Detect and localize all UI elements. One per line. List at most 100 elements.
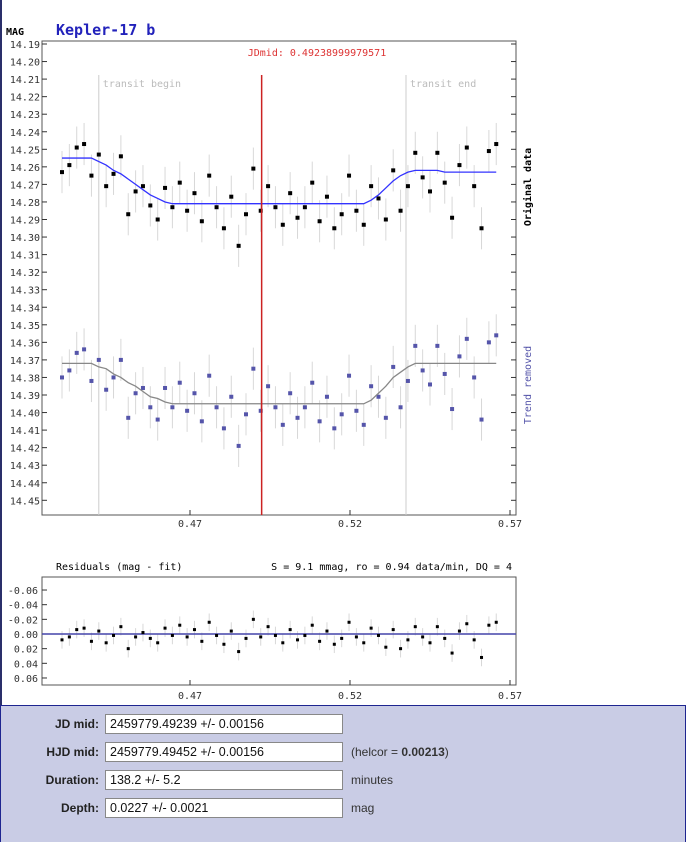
residual-point xyxy=(104,641,108,645)
original-data-point xyxy=(258,208,263,213)
original-data-point xyxy=(494,142,499,147)
original-data-point xyxy=(273,205,278,210)
trend-removed-point xyxy=(280,422,285,427)
y-tick-label: 14.38 xyxy=(10,373,40,384)
y-tick-label: 14.29 xyxy=(10,216,40,227)
original-data-point xyxy=(354,208,359,213)
original-data-point xyxy=(140,184,145,189)
y-tick-label: 14.20 xyxy=(10,58,40,69)
residual-point xyxy=(163,626,167,630)
residual-point xyxy=(310,623,314,627)
res-y-tick-label: 0.00 xyxy=(14,630,38,641)
y-tick-label: 14.28 xyxy=(10,198,40,209)
trend-removed-point xyxy=(354,408,359,413)
residual-point xyxy=(141,631,145,635)
y-tick-label: 14.43 xyxy=(10,461,40,472)
residual-point xyxy=(134,635,138,639)
trend-removed-point xyxy=(391,364,396,369)
residual-point xyxy=(237,650,241,654)
x-tick-label: 0.57 xyxy=(498,519,522,530)
trend-removed-point xyxy=(324,394,329,399)
transit-begin-label: transit begin xyxy=(103,79,181,90)
trend-removed-point xyxy=(214,405,219,410)
residual-point xyxy=(207,620,211,624)
helcor-value: 0.00213 xyxy=(401,745,445,759)
trend-removed-fit-curve xyxy=(62,362,497,405)
duration-unit: minutes xyxy=(351,773,394,787)
y-tick-label: 14.25 xyxy=(10,145,40,156)
hjd-mid-row: HJD mid: (helcor = 0.00213) xyxy=(1,741,449,763)
y-tick-label: 14.24 xyxy=(10,128,40,139)
residual-point xyxy=(318,639,322,643)
original-data-point xyxy=(295,215,300,220)
trend-removed-point xyxy=(464,336,469,341)
original-data-point xyxy=(229,194,234,199)
hjd-mid-field[interactable] xyxy=(105,742,343,762)
residual-point xyxy=(156,641,160,645)
original-data-point xyxy=(435,150,440,155)
original-data-point xyxy=(170,205,175,210)
residual-point xyxy=(89,639,93,643)
res-y-tick-label: -0.04 xyxy=(8,601,38,612)
residual-point xyxy=(229,629,233,633)
chart-title: Kepler-17 b xyxy=(56,21,155,39)
trend-removed-point xyxy=(442,371,447,376)
original-data-point xyxy=(317,219,322,224)
original-data-point xyxy=(126,212,131,217)
y-tick-label: 14.23 xyxy=(10,110,40,121)
residual-point xyxy=(443,636,447,640)
depth-row: Depth: mag xyxy=(1,797,374,819)
original-data-point xyxy=(155,217,160,222)
y-tick-label: 14.35 xyxy=(10,321,40,332)
original-data-point xyxy=(280,222,285,227)
original-data-point xyxy=(236,243,241,248)
x-tick-label: 0.47 xyxy=(178,519,202,530)
duration-field[interactable] xyxy=(105,770,343,790)
y-tick-label: 14.19 xyxy=(10,40,40,51)
original-data-point xyxy=(324,194,329,199)
residual-point xyxy=(185,635,189,639)
original-data-point xyxy=(310,180,315,185)
original-data-point xyxy=(391,168,396,173)
original-data-point xyxy=(369,184,374,189)
original-data-point xyxy=(398,208,403,213)
res-y-tick-label: -0.02 xyxy=(8,615,38,626)
residual-point xyxy=(406,638,410,642)
original-data-point xyxy=(383,217,388,222)
original-data-point xyxy=(251,166,256,171)
res-y-tick-label: 0.06 xyxy=(14,674,38,685)
depth-field[interactable] xyxy=(105,798,343,818)
residual-point xyxy=(347,620,351,624)
trend-removed-point xyxy=(60,375,64,380)
original-data-point xyxy=(118,154,123,159)
residual-point xyxy=(281,641,285,645)
residual-point xyxy=(480,655,484,659)
y-axis-label: MAG xyxy=(6,27,24,38)
original-data-point xyxy=(82,142,87,147)
jd-mid-field[interactable] xyxy=(105,714,343,734)
y-tick-label: 14.37 xyxy=(10,356,40,367)
residual-point xyxy=(384,645,388,649)
residual-point xyxy=(487,623,491,627)
original-data-point xyxy=(464,145,469,150)
trend-removed-point xyxy=(163,385,168,390)
trend-removed-point xyxy=(82,347,87,352)
trend-removed-point xyxy=(347,373,352,378)
y-tick-label: 14.26 xyxy=(10,163,40,174)
residual-point xyxy=(60,638,64,642)
original-data-point xyxy=(420,175,425,180)
original-data-point xyxy=(163,185,168,190)
residual-point xyxy=(354,635,358,639)
residual-point xyxy=(435,625,439,629)
y-tick-label: 14.31 xyxy=(10,251,40,262)
y-tick-label: 14.40 xyxy=(10,409,40,420)
trend-removed-point xyxy=(236,443,241,448)
original-data-point xyxy=(74,145,79,150)
trend-removed-point xyxy=(244,412,248,417)
original-data-point xyxy=(266,184,271,189)
trend-removed-point xyxy=(266,384,271,389)
trend-removed-point xyxy=(317,419,322,424)
residual-point xyxy=(119,625,123,629)
residuals-stats: S = 9.1 mmag, ro = 0.94 data/min, DQ = 4 xyxy=(271,562,512,573)
residual-point xyxy=(97,629,101,633)
